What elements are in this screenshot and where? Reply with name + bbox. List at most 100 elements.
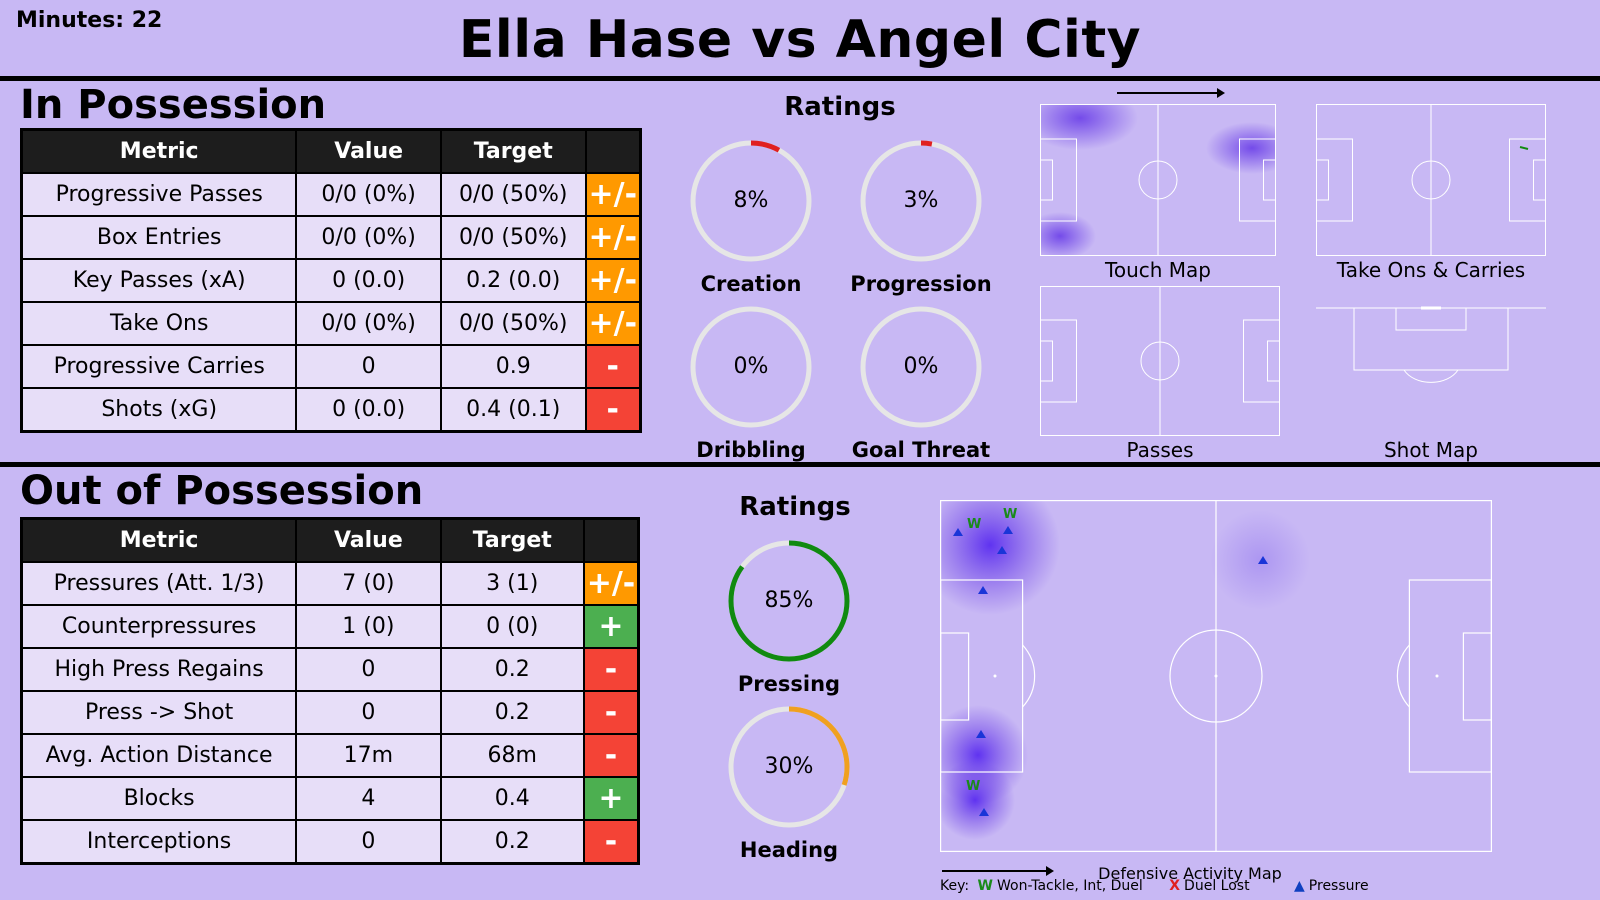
touch-map-label: Touch Map (1105, 258, 1211, 282)
take-ons-carries-pitch (1316, 104, 1546, 256)
header-divider (0, 76, 1600, 81)
table-row: Key Passes (xA) 0 (0.0) 0.2 (0.0) +/- (20, 258, 642, 303)
out-of-possession-table: Metric Value Target Pressures (Att. 1/3)… (20, 517, 640, 865)
rating-value: 8% (733, 188, 769, 213)
verdict-badge: - (584, 344, 642, 389)
rating-ring-fill (728, 706, 850, 828)
pressure-symbol: ▲ (1294, 878, 1305, 894)
cell-metric: Key Passes (xA) (20, 258, 298, 303)
col-target: Target (439, 517, 585, 563)
cell-metric: Counterpressures (20, 604, 298, 649)
out-of-possession-title: Out of Possession (20, 468, 424, 514)
table-row: Avg. Action Distance 17m 68m - (20, 733, 640, 778)
table-row: Progressive Carries 0 0.9- (20, 344, 642, 389)
cell-value: 4 (295, 776, 442, 821)
verdict-badge: - (582, 647, 640, 692)
pressure-marker (978, 586, 988, 594)
cell-value: 17m (295, 733, 442, 778)
rating-gauge: 30% (724, 702, 854, 832)
lost-symbol: X (1169, 878, 1181, 894)
cell-value: 0 (0.0) (295, 258, 442, 303)
rating-label: Creation (700, 272, 802, 296)
table-row: High Press Regains 0 0.2- (20, 647, 640, 692)
take-ons-carries-label: Take Ons & Carries (1336, 258, 1526, 282)
cell-metric: Progressive Carries (20, 344, 298, 389)
cell-value: 0 (295, 690, 442, 735)
verdict-badge: - (582, 733, 640, 778)
cell-metric: Avg. Action Distance (20, 733, 298, 778)
verdict-badge: + (582, 776, 640, 821)
verdict-badge: +/- (582, 561, 640, 606)
in-possession-table: Metric Value Target Progressive Passes 0/… (20, 128, 642, 433)
cell-metric: Box Entries (20, 215, 298, 260)
shot-map-label: Shot Map (1383, 438, 1478, 462)
rating-ring (860, 140, 982, 262)
table-row: Progressive Passes 0/0 (0%) 0/0 (50%) +/- (20, 172, 642, 217)
cell-metric: Blocks (20, 776, 298, 821)
col-value: Value (295, 128, 442, 174)
rating-label: Progression (850, 272, 992, 296)
verdict-badge: + (582, 604, 640, 649)
cell-value: 7 (0) (295, 561, 442, 606)
section-divider (0, 462, 1600, 467)
cell-metric: Shots (xG) (20, 387, 298, 433)
attack-direction-arrow-bottom (942, 866, 1054, 876)
passes-label: Passes (1126, 438, 1194, 462)
rating-value: 0% (733, 354, 769, 379)
page-title: Ella Hase vs Angel City (458, 10, 1142, 70)
rating-gauge: 0% (686, 302, 816, 432)
rating-ring-fill (728, 540, 850, 662)
rating-ring-fill (690, 140, 812, 262)
rating-ring (728, 706, 850, 828)
verdict-badge: - (584, 387, 642, 433)
rating-label: Heading (739, 838, 839, 862)
key-prefix: Key: (940, 878, 970, 894)
pressure-marker (997, 546, 1007, 554)
in-possession-title: In Possession (20, 82, 327, 128)
cell-target: 0/0 (50%) (439, 215, 587, 260)
rating-value: 30% (764, 754, 814, 779)
cell-target: 0.4 (0.1) (439, 387, 587, 433)
rating-value: 0% (903, 354, 939, 379)
out-of-possession-ratings-title: Ratings (739, 492, 851, 522)
col-verdict (584, 128, 642, 174)
cell-target: 68m (439, 733, 585, 778)
col-value: Value (295, 517, 442, 563)
pressure-text: Pressure (1308, 878, 1369, 894)
defensive-activity-map: W W W (940, 500, 1492, 852)
pressure-marker (976, 730, 986, 738)
table-row: Take Ons 0/0 (0%) 0/0 (50%) +/- (20, 301, 642, 346)
rating-ring-fill (860, 140, 982, 262)
pressure-marker (1258, 556, 1268, 564)
in-possession-ratings-title: Ratings (784, 92, 896, 122)
cell-metric: Interceptions (20, 819, 298, 865)
cell-target: 0.2 (439, 690, 585, 735)
rating-value: 85% (764, 588, 814, 613)
cell-metric: Progressive Passes (20, 172, 298, 217)
shot-map-pitch (1316, 306, 1546, 383)
cell-target: 3 (1) (439, 561, 585, 606)
won-symbol: W (977, 878, 993, 894)
rating-ring (690, 140, 812, 262)
pressure-markers (953, 526, 1268, 816)
won-marker: W (1003, 507, 1017, 522)
touch-map-pitch (1040, 104, 1276, 256)
cell-target: 0.9 (439, 344, 587, 389)
verdict-badge: - (582, 690, 640, 735)
col-metric: Metric (20, 517, 298, 563)
verdict-badge: - (582, 819, 640, 865)
cell-value: 0 (295, 647, 442, 692)
attack-direction-arrow-top (1117, 88, 1225, 98)
cell-value: 0 (295, 344, 442, 389)
rating-gauge: 3% (856, 136, 986, 266)
table-row: Press -> Shot 0 0.2- (20, 690, 640, 735)
won-text: Won-Tackle, Int, Duel (997, 878, 1143, 894)
cell-value: 0 (0.0) (295, 387, 442, 433)
col-target: Target (439, 128, 587, 174)
pressure-marker (979, 808, 989, 816)
cell-target: 0/0 (50%) (439, 301, 587, 346)
rating-ring (690, 306, 812, 428)
rating-ring-track (860, 306, 982, 428)
minutes-played: Minutes: 22 (16, 8, 163, 33)
rating-ring-track (690, 306, 812, 428)
